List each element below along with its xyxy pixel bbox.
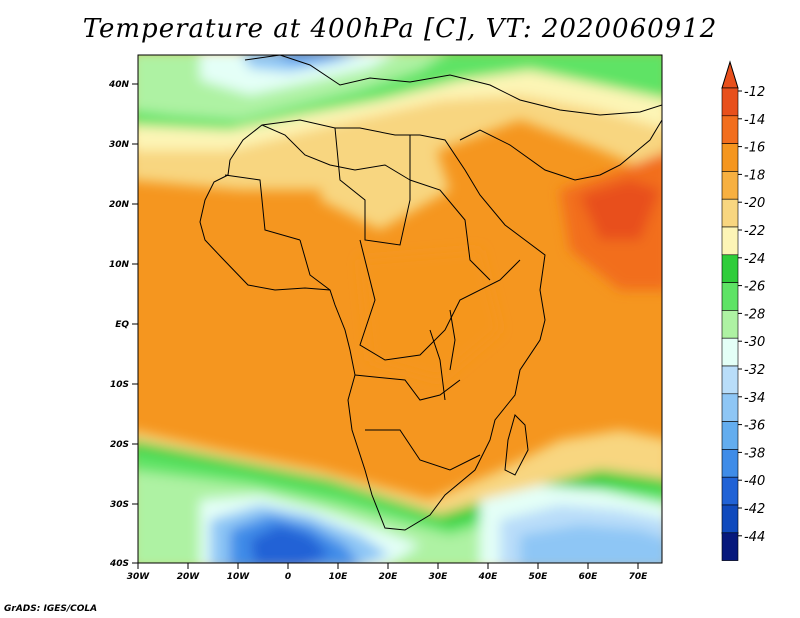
lon-label: 40E bbox=[478, 572, 499, 582]
lon-label: 60E bbox=[579, 572, 599, 582]
map-frame bbox=[137, 54, 663, 564]
colorbar-swatch bbox=[721, 282, 739, 311]
colorbar-swatch bbox=[721, 310, 739, 339]
colorbar-label: -22 bbox=[744, 224, 765, 239]
axis-ticks bbox=[132, 83, 639, 569]
colorbar-label: -18 bbox=[744, 168, 765, 183]
colorbar-label: -38 bbox=[744, 446, 765, 461]
colorbar-swatch bbox=[721, 476, 739, 506]
lat-label: 40N bbox=[108, 80, 130, 90]
grads-credit: GrADS: IGES/COLA bbox=[4, 604, 98, 614]
temperature-field bbox=[138, 55, 662, 563]
lon-label: 0 bbox=[285, 572, 291, 582]
colorbar-swatch bbox=[721, 115, 739, 144]
colorbar-swatch bbox=[721, 143, 739, 172]
colorbar-swatch bbox=[721, 171, 739, 200]
lat-label: 30N bbox=[109, 140, 130, 150]
longitude-labels: 30W 20W 10W 0 10E 20E 30E 40E 50E 60E 70… bbox=[127, 572, 648, 582]
colorbar: -12 -14 -16 -18 -20 -22 -24 -26 -28 -30 -32 -34 -36 -… bbox=[721, 60, 765, 561]
lon-label: 30W bbox=[127, 572, 151, 582]
colorbar-top-arrow bbox=[721, 60, 739, 89]
colorbar-label: -30 bbox=[744, 335, 765, 350]
lat-label: 20S bbox=[110, 440, 129, 450]
latitude-labels: 40N 30N 20N 10N EQ 10S 20S 30S 40S bbox=[108, 80, 130, 569]
lat-label: 10N bbox=[109, 260, 130, 270]
colorbar-swatch bbox=[721, 365, 739, 395]
colorbar-swatch bbox=[721, 421, 739, 450]
lat-label: 40S bbox=[109, 559, 129, 569]
lon-label: 20E bbox=[379, 572, 399, 582]
lon-label: 20W bbox=[177, 572, 201, 582]
colorbar-label: -24 bbox=[744, 252, 765, 267]
colorbar-swatch bbox=[721, 504, 739, 534]
colorbar-label: -26 bbox=[744, 280, 765, 295]
colorbar-swatch bbox=[721, 198, 739, 228]
colorbar-label: -42 bbox=[744, 502, 765, 517]
lat-label: EQ bbox=[115, 320, 129, 330]
colorbar-label: -12 bbox=[744, 85, 765, 100]
colorbar-swatch bbox=[721, 532, 739, 561]
colorbar-swatch bbox=[721, 393, 739, 422]
colorbar-label: -28 bbox=[744, 307, 765, 322]
colorbar-label: -36 bbox=[744, 419, 765, 434]
colorbar-swatch bbox=[721, 449, 739, 478]
colorbar-label: -32 bbox=[744, 363, 765, 378]
map-title: Temperature at 400hPa [C], VT: 202006091… bbox=[82, 14, 718, 44]
colorbar-label: -16 bbox=[744, 141, 765, 156]
lat-label: 10S bbox=[110, 380, 129, 390]
lon-label: 10E bbox=[329, 572, 349, 582]
lon-label: 30E bbox=[429, 572, 449, 582]
lat-label: 20N bbox=[109, 200, 130, 210]
colorbar-swatch bbox=[721, 337, 739, 367]
lon-label: 10W bbox=[227, 572, 251, 582]
colorbar-label: -20 bbox=[744, 196, 765, 211]
colorbar-label: -40 bbox=[744, 474, 765, 489]
colorbar-label: -14 bbox=[744, 113, 765, 128]
lon-label: 70E bbox=[629, 572, 649, 582]
colorbar-swatch bbox=[721, 87, 739, 117]
coastline-borders bbox=[199, 55, 662, 531]
colorbar-swatch bbox=[721, 254, 739, 283]
lon-label: 50E bbox=[529, 572, 549, 582]
colorbar-label: -34 bbox=[744, 391, 765, 406]
colorbar-swatch bbox=[721, 226, 739, 256]
lat-label: 30S bbox=[110, 500, 129, 510]
colorbar-label: -44 bbox=[744, 530, 765, 545]
